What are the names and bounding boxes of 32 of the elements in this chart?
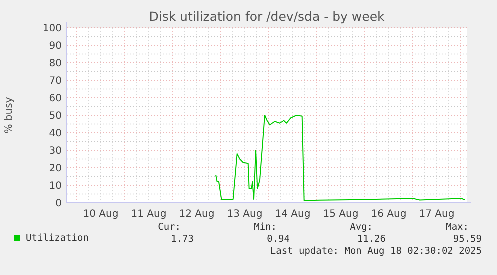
x-tick-label: 13 Aug [227, 209, 263, 220]
text: Avg: [350, 222, 373, 233]
legend-label: Utilization [26, 233, 89, 244]
y-tick-label: 40 [49, 128, 62, 140]
x-tick-label: 17 Aug [419, 209, 455, 220]
y-tick-label: 70 [49, 76, 62, 87]
line-series [216, 115, 466, 202]
text: Max: [446, 222, 469, 233]
y-tick-label: 0 [56, 198, 62, 210]
text: Cur: [158, 222, 181, 233]
y-tick-label: 100 [42, 24, 62, 34]
y-tick-label: 30 [49, 146, 62, 157]
y-tick-label: 60 [49, 94, 62, 104]
y-tick-label: 80 [49, 58, 62, 70]
y-tick-label: 20 [49, 164, 62, 174]
text: Min: [254, 222, 277, 233]
y-tick-label: 50 [49, 111, 62, 122]
x-tick-label: 16 Aug [371, 209, 407, 220]
x-tick-label: 14 Aug [275, 209, 311, 220]
text: 1.73 [171, 234, 194, 245]
text: 0.94 [267, 234, 290, 245]
x-tick-label: 10 Aug [83, 209, 119, 220]
chart-title: Disk utilization for /dev/sda - by week [149, 9, 386, 24]
y-tick-label: 90 [49, 41, 62, 52]
text: 11.26 [357, 234, 386, 245]
y-tick-label: 10 [49, 181, 62, 192]
y-axis-title: % busy [4, 97, 15, 134]
x-tick-label: 11 Aug [131, 209, 167, 220]
text: 95.59 [453, 234, 482, 245]
text: Last update: Mon Aug 18 02:30:02 2025 [270, 246, 482, 257]
x-tick-label: 15 Aug [323, 209, 359, 220]
x-tick-label: 12 Aug [179, 209, 215, 220]
